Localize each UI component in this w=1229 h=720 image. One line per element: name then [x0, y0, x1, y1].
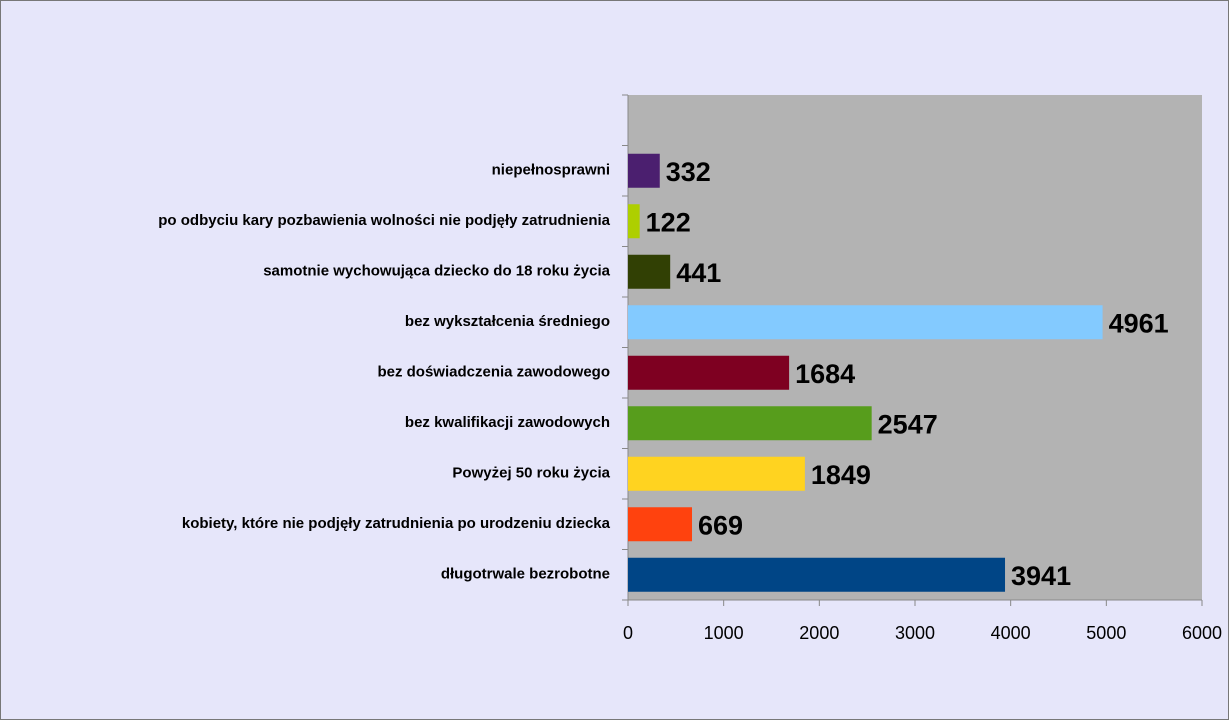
plot-area	[628, 95, 1202, 600]
x-tick-label: 1000	[704, 623, 744, 643]
y-tick-label: po odbyciu kary pozbawienia wolności nie…	[158, 212, 610, 229]
x-tick-label: 2000	[799, 623, 839, 643]
x-tick-label: 6000	[1182, 623, 1222, 643]
data-label: 1684	[795, 359, 855, 389]
y-tick-label: samotnie wychowująca dziecko do 18 roku …	[263, 263, 610, 280]
data-label: 669	[698, 510, 743, 540]
x-tick-label: 0	[623, 623, 633, 643]
y-tick-label: bez doświadczenia zawodowego	[377, 364, 610, 381]
y-tick-label: niepełnosprawni	[492, 162, 610, 179]
bar	[628, 507, 693, 542]
bar	[628, 355, 790, 390]
data-label: 332	[666, 157, 711, 187]
y-tick-label: długotrwale bezrobotne	[441, 566, 610, 583]
data-label: 441	[676, 258, 721, 288]
data-label: 122	[646, 207, 691, 237]
x-tick-label: 4000	[991, 623, 1031, 643]
data-label: 3941	[1011, 561, 1071, 591]
data-label: 1849	[811, 460, 871, 490]
y-tick-label: bez wykształcenia średniego	[405, 313, 610, 330]
bar	[628, 254, 671, 289]
bar	[628, 305, 1103, 340]
y-tick-label: Powyżej 50 roku życia	[452, 465, 610, 482]
y-tick-label: bez kwalifikacji zawodowych	[405, 414, 610, 431]
bar	[628, 557, 1006, 592]
y-tick-label: kobiety, które nie podjęły zatrudnienia …	[182, 515, 611, 532]
x-tick-label: 3000	[895, 623, 935, 643]
bar	[628, 153, 660, 188]
bar	[628, 456, 805, 491]
data-label: 4961	[1109, 308, 1169, 338]
bar	[628, 406, 872, 441]
data-label: 2547	[878, 409, 938, 439]
x-tick-label: 5000	[1086, 623, 1126, 643]
bar	[628, 204, 640, 239]
